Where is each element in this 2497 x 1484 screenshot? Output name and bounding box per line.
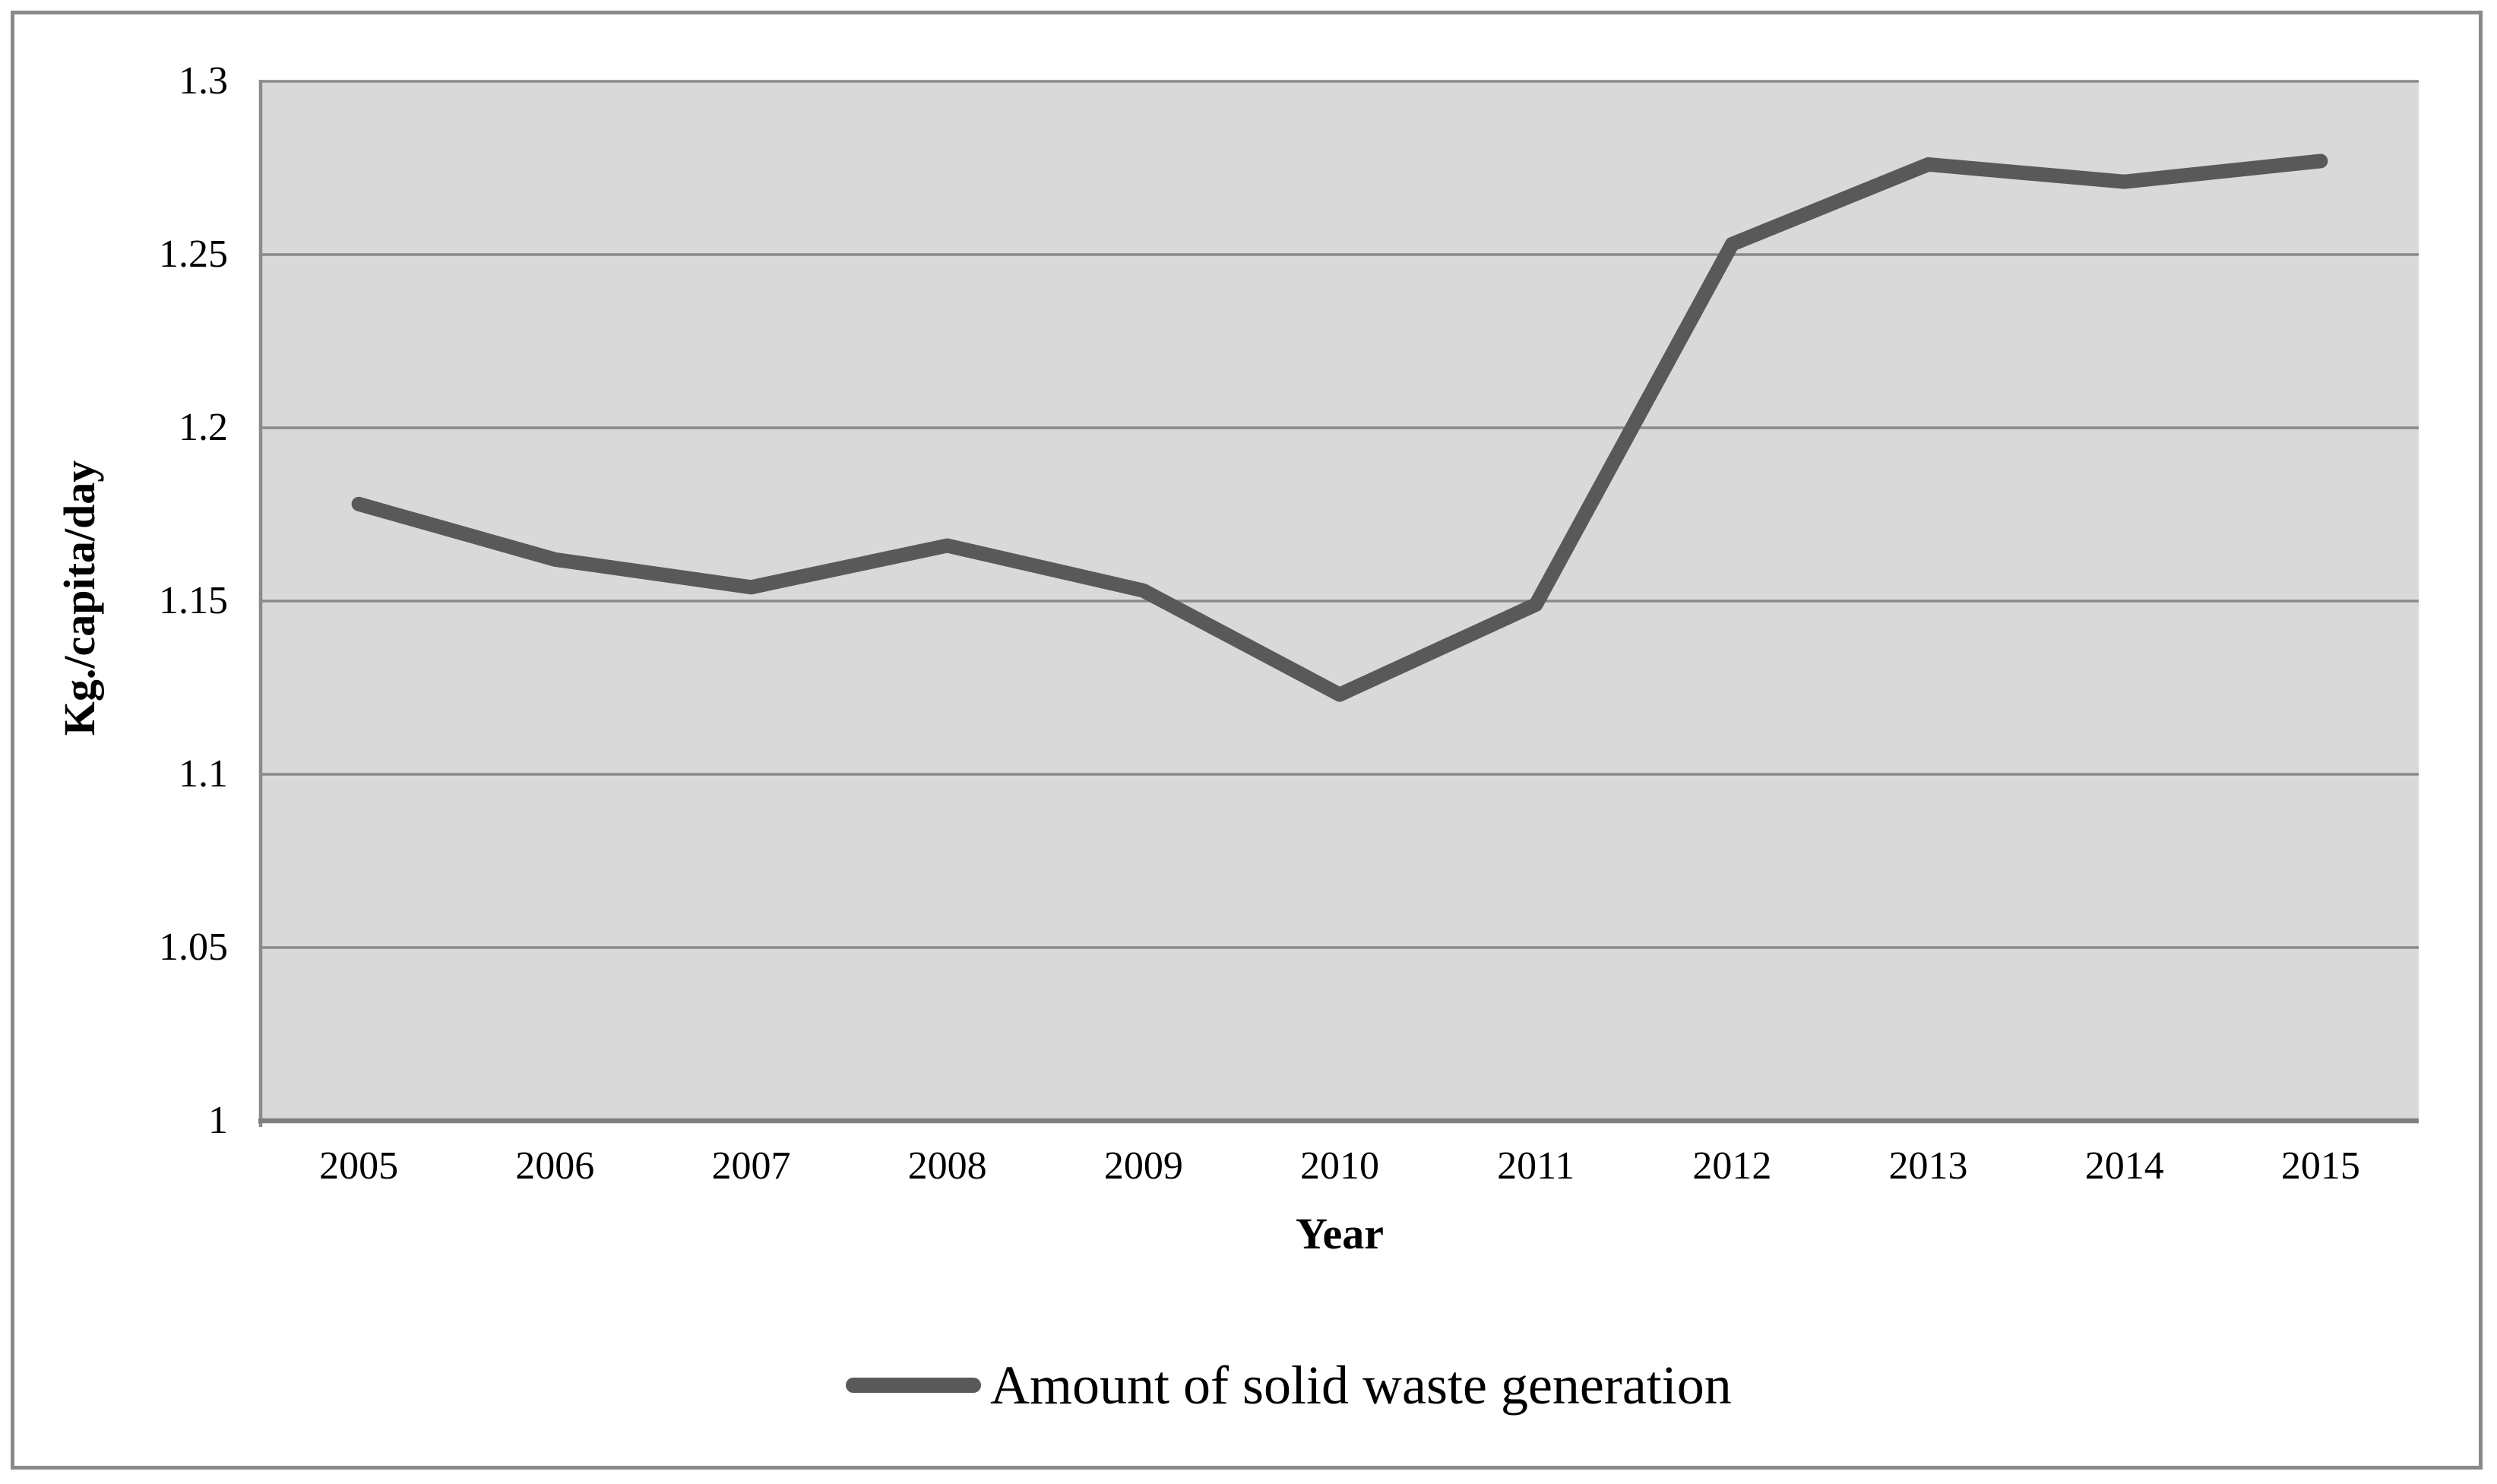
x-tick-label: 2005: [319, 1144, 399, 1188]
series-line: [351, 153, 2328, 702]
x-tick-label: 2012: [1692, 1144, 1772, 1188]
y-tick-label: 1.25: [159, 233, 228, 276]
x-tick-label: 2008: [907, 1144, 987, 1188]
legend-line-swatch: [846, 1378, 981, 1393]
y-tick-label: 1.15: [159, 579, 228, 622]
y-tick-label: 1.1: [179, 752, 228, 796]
x-tick-label: 2006: [515, 1144, 595, 1188]
x-tick-label: 2011: [1497, 1144, 1575, 1188]
x-axis-title: Year: [1296, 1209, 1384, 1258]
legend-series-label: Amount of solid waste generation: [990, 1355, 1732, 1416]
y-tick-label: 1.05: [159, 926, 228, 969]
x-tick-label: 2009: [1103, 1144, 1183, 1188]
x-tick-label: 2015: [2280, 1144, 2360, 1188]
y-tick-label: 1: [208, 1099, 228, 1142]
y-tick-label: 1.2: [179, 406, 228, 449]
x-tick-label: 2010: [1300, 1144, 1379, 1188]
x-tick-label: 2007: [711, 1144, 791, 1188]
y-tick-label: 1.3: [179, 59, 228, 103]
x-tick-label: 2013: [1888, 1144, 1968, 1188]
x-tick-label: 2014: [2084, 1144, 2164, 1188]
